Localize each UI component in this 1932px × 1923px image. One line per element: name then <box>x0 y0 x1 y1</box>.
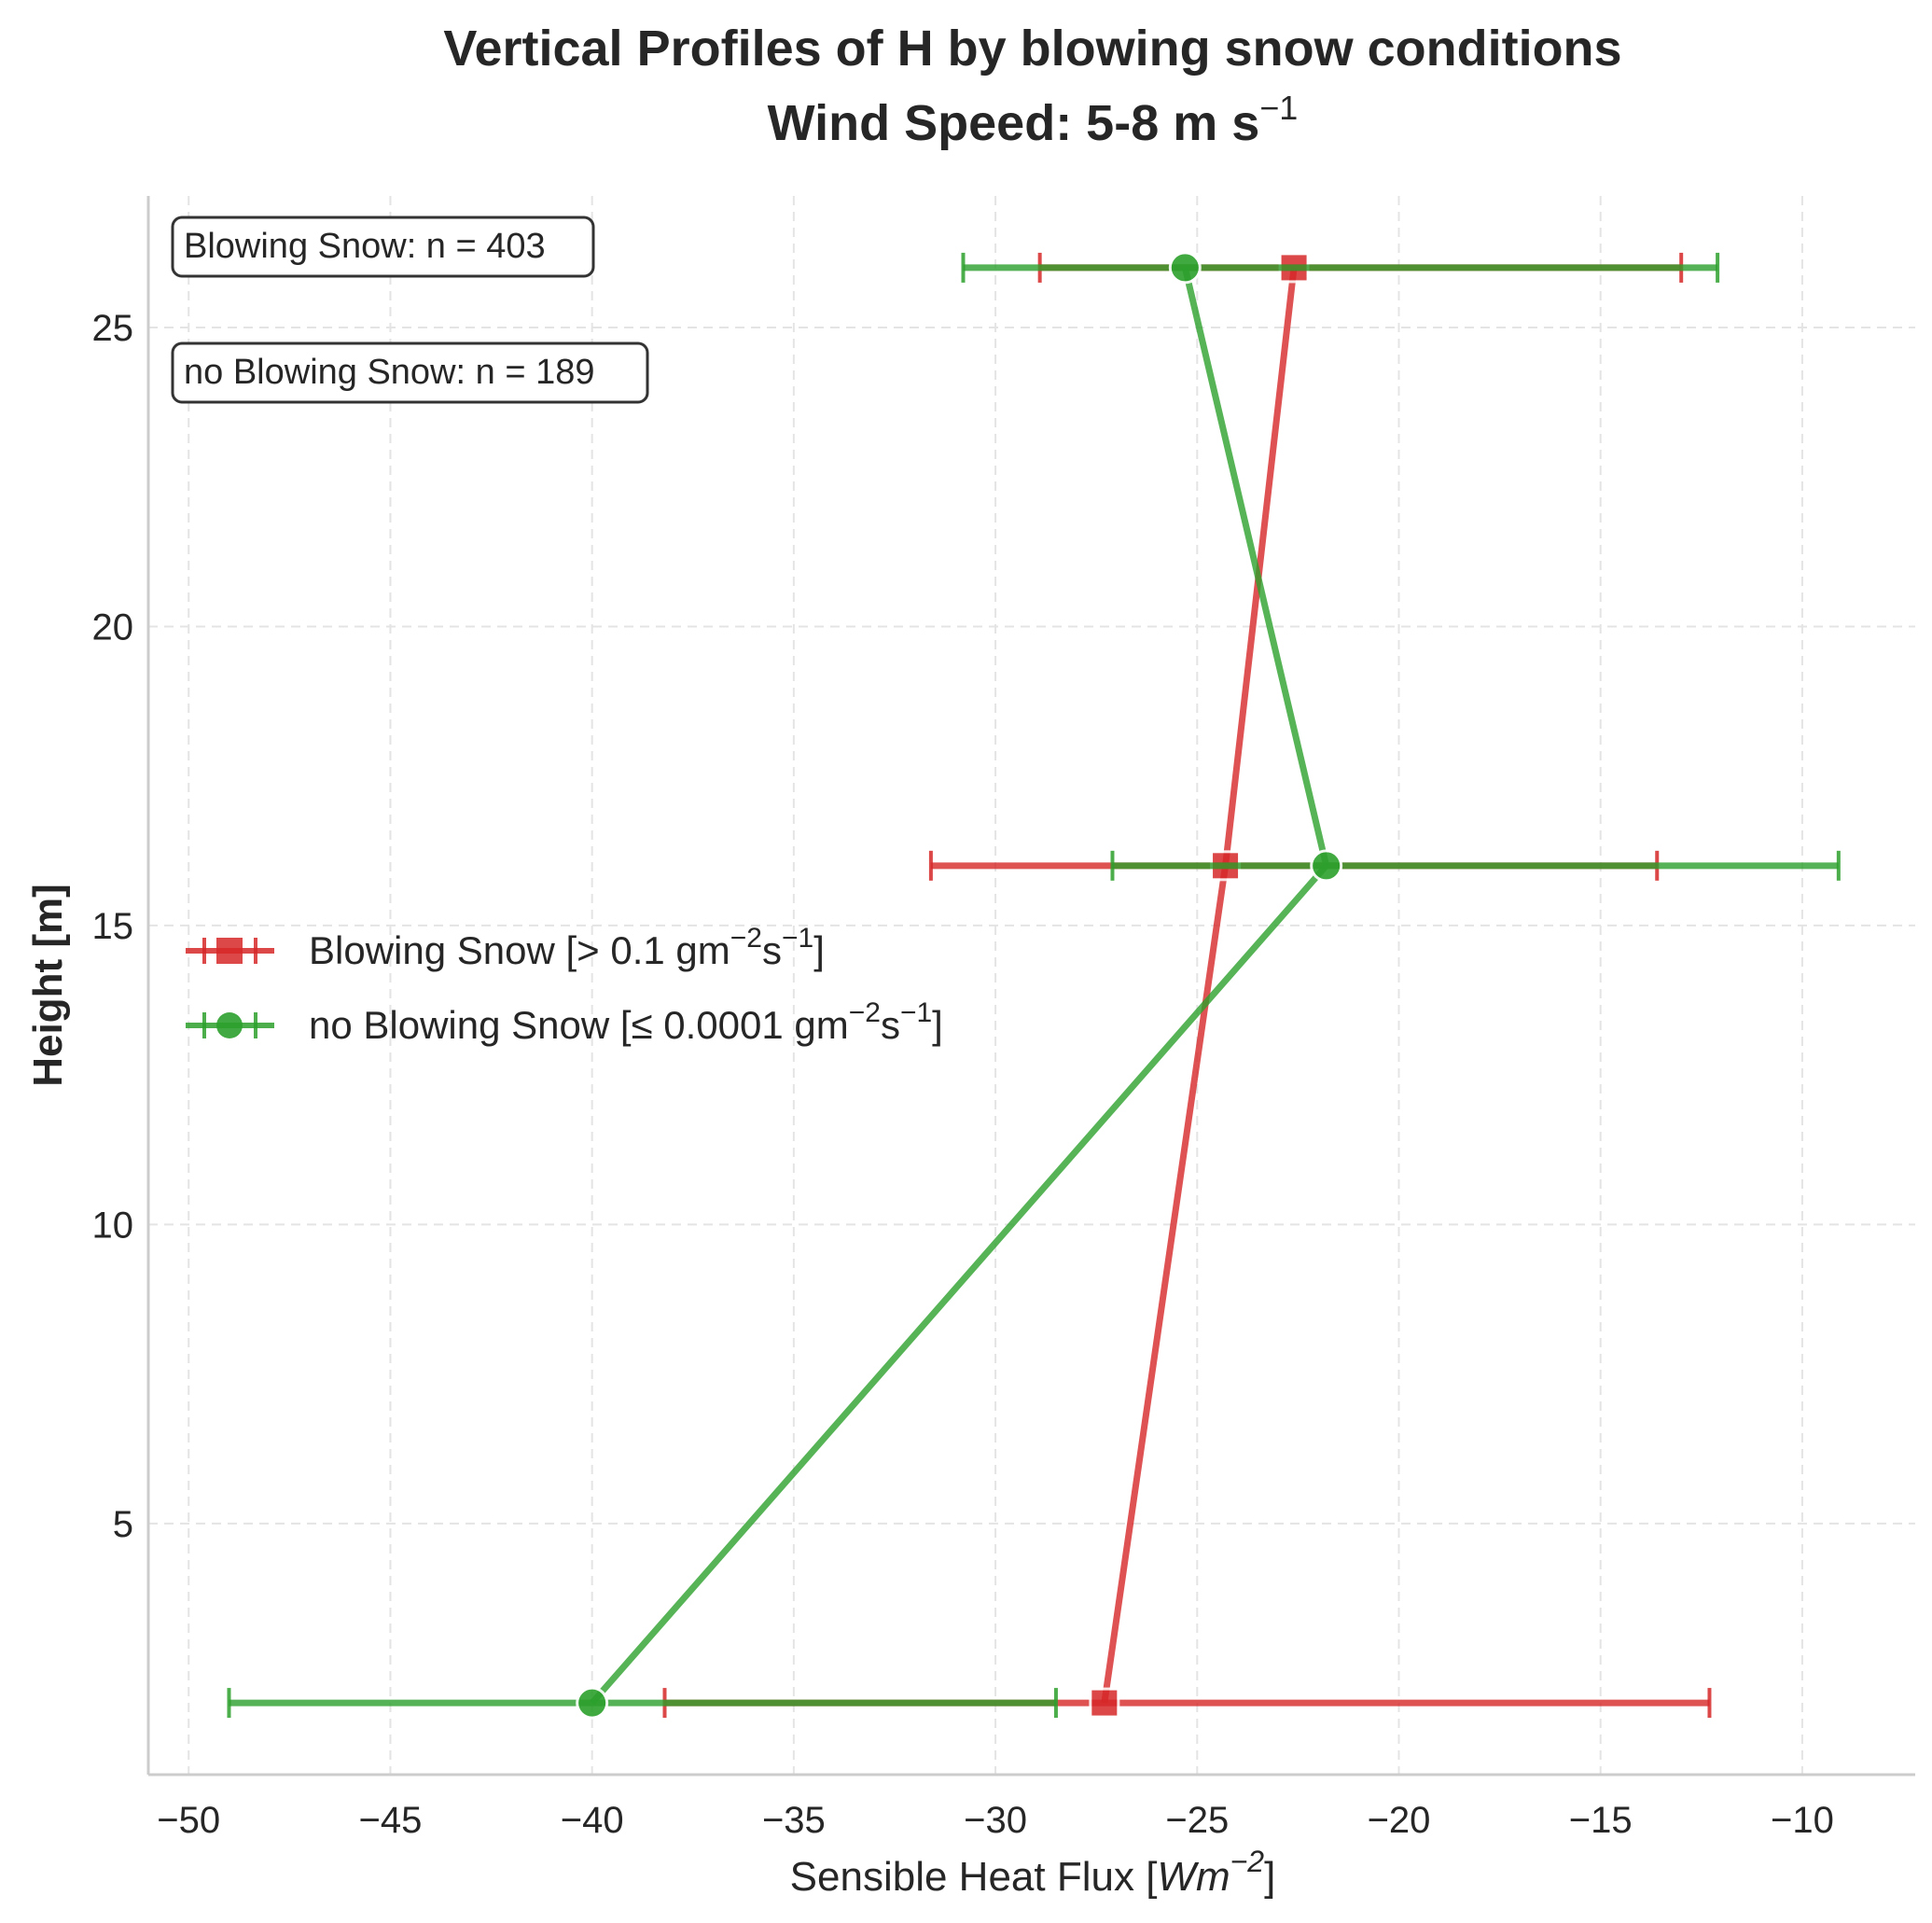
x-axis-label: Sensible Heat Flux [Wm−2] <box>790 1845 1276 1900</box>
legend: Blowing Snow [> 0.1 gm−2s−1] no Blowing … <box>186 923 943 1047</box>
legend-label-blowing-snow-main: Blowing Snow [> 0.1 gm <box>309 928 730 972</box>
x-tick-label: −10 <box>1771 1800 1834 1841</box>
y-tick-label: 15 <box>92 906 134 947</box>
annotation-box-1 <box>171 216 595 278</box>
y-axis-label: Height [m] <box>25 884 71 1087</box>
x-tick-label: −50 <box>157 1800 220 1841</box>
legend-label-blowing-snow-sup1: −2 <box>730 923 762 954</box>
y-tick-label: 20 <box>92 606 134 648</box>
series-line <box>1101 267 1298 1704</box>
chart-title-line2-sup: −1 <box>1259 89 1298 127</box>
x-tick-label: −30 <box>964 1800 1027 1841</box>
legend-entry-blowing-snow: Blowing Snow [> 0.1 gm−2s−1] <box>186 923 825 972</box>
x-tick-label: −45 <box>359 1800 423 1841</box>
annotation-box-2 <box>171 341 649 404</box>
annotation-text-2: no Blowing Snow: n = 189 <box>184 353 594 392</box>
legend-square-marker <box>216 938 243 964</box>
y-tick-label: 25 <box>92 308 134 349</box>
x-tick-label: −40 <box>561 1800 624 1841</box>
chart-title-line1: Vertical Profiles of H by blowing snow c… <box>443 21 1621 77</box>
annotation-no-blowing-snow-count: no Blowing Snow: n = 189 <box>171 341 649 404</box>
legend-label-blowing-snow: Blowing Snow [> 0.1 gm−2s−1] <box>309 923 825 972</box>
legend-label-blowing-snow-close: ] <box>813 928 825 972</box>
legend-label-no-blowing-snow: no Blowing Snow [≤ 0.0001 gm−2s−1] <box>309 997 943 1047</box>
series-line <box>590 267 1330 1706</box>
legend-label-no-blowing-snow-close: ] <box>932 1003 943 1047</box>
annotation-text-1: Blowing Snow: n = 403 <box>184 227 546 266</box>
x-tick-labels: −50 −45 −40 −35 −30 −25 −20 −15 −10 <box>157 1800 1834 1841</box>
x-tick-label: −20 <box>1368 1800 1431 1841</box>
x-axis-label-sup: −2 <box>1230 1845 1265 1878</box>
x-tick-label: −35 <box>762 1800 826 1841</box>
data-point-circle <box>1310 849 1343 883</box>
legend-label-no-blowing-snow-sup2: −1 <box>900 997 932 1028</box>
data-point-square <box>1089 1687 1120 1719</box>
y-tick-label: 5 <box>113 1504 133 1545</box>
legend-label-blowing-snow-sup2: −1 <box>782 923 813 954</box>
x-tick-label: −15 <box>1569 1800 1633 1841</box>
series-layer <box>227 251 1841 1720</box>
x-axis-label-close: ] <box>1264 1854 1275 1900</box>
series-blowing-snow <box>662 252 1712 1719</box>
legend-circle-marker <box>216 1012 243 1038</box>
chart-title-line2-main: Wind Speed: 5-8 m s <box>768 95 1260 151</box>
y-tick-labels: 5 10 15 20 25 <box>92 308 134 1545</box>
legend-label-no-blowing-snow-mid: s <box>881 1003 900 1047</box>
annotation-blowing-snow-count: Blowing Snow: n = 403 <box>171 216 595 278</box>
legend-label-no-blowing-snow-sup1: −2 <box>849 997 881 1028</box>
x-axis-label-main: Sensible Heat Flux [ <box>790 1854 1158 1900</box>
grid-lines <box>148 196 1915 1775</box>
legend-label-blowing-snow-mid: s <box>762 928 782 972</box>
legend-entry-no-blowing-snow: no Blowing Snow [≤ 0.0001 gm−2s−1] <box>186 997 943 1047</box>
data-point-circle <box>1168 251 1202 285</box>
legend-label-no-blowing-snow-main: no Blowing Snow [≤ 0.0001 gm <box>309 1003 849 1047</box>
y-tick-label: 10 <box>92 1205 134 1246</box>
series-no-blowing-snow <box>227 251 1841 1720</box>
chart-title-line2: Wind Speed: 5-8 m s−1 <box>768 89 1299 151</box>
data-point-circle <box>576 1686 609 1720</box>
x-axis-label-italic: Wm <box>1157 1854 1230 1900</box>
x-tick-label: −25 <box>1165 1800 1229 1841</box>
